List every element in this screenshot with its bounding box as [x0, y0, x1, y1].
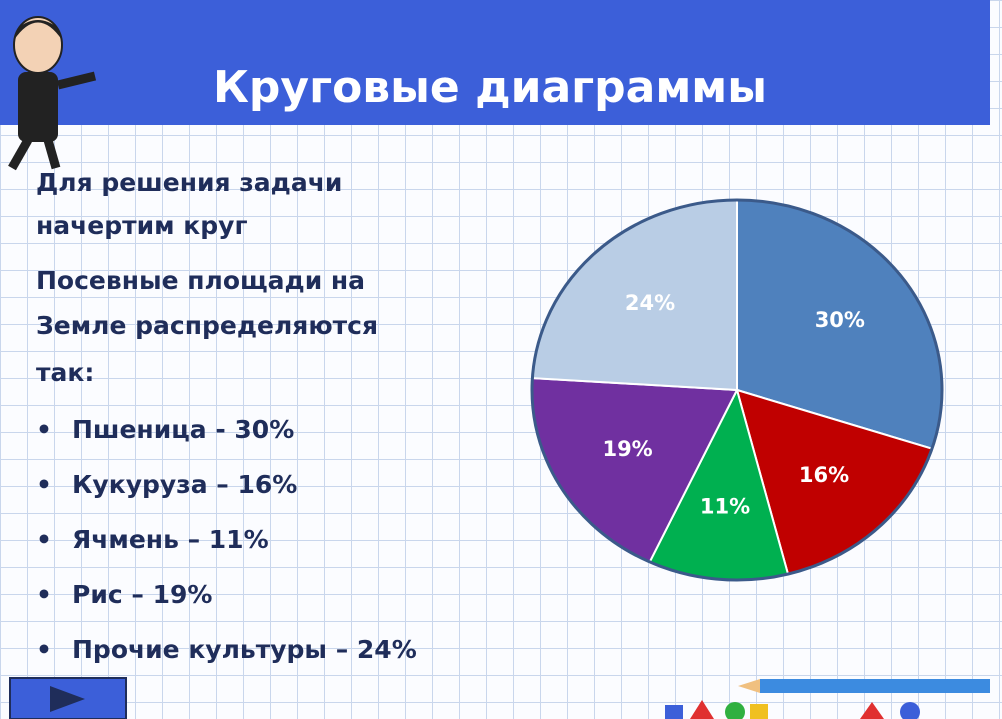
header-bar: [0, 0, 990, 125]
data-label: 30%: [815, 308, 865, 332]
bullet-item: Прочие культуры – 24%: [36, 635, 417, 664]
data-label: 24%: [625, 291, 675, 315]
text-line: Посевные площади на: [36, 266, 366, 295]
bullet-item: Рис – 19%: [36, 580, 212, 609]
data-label: 11%: [700, 494, 750, 518]
data-label: 16%: [799, 463, 849, 487]
pencil: [738, 679, 990, 693]
play-button[interactable]: [9, 677, 127, 719]
text-line: начертим круг: [36, 211, 248, 240]
text-line: Земле распределяются: [36, 311, 379, 340]
text-line: так:: [36, 358, 95, 387]
pie-rim: [530, 198, 944, 582]
bullet-item: Кукуруза – 16%: [36, 470, 297, 499]
bullet-item: Ячмень – 11%: [36, 525, 269, 554]
data-label: 19%: [602, 437, 652, 461]
bullet-item: Пшеница - 30%: [36, 415, 294, 444]
slide-title: Круговые диаграммы: [212, 62, 768, 113]
character: [8, 16, 97, 171]
toys: [665, 700, 920, 719]
text-line: Для решения задачи: [36, 168, 343, 197]
